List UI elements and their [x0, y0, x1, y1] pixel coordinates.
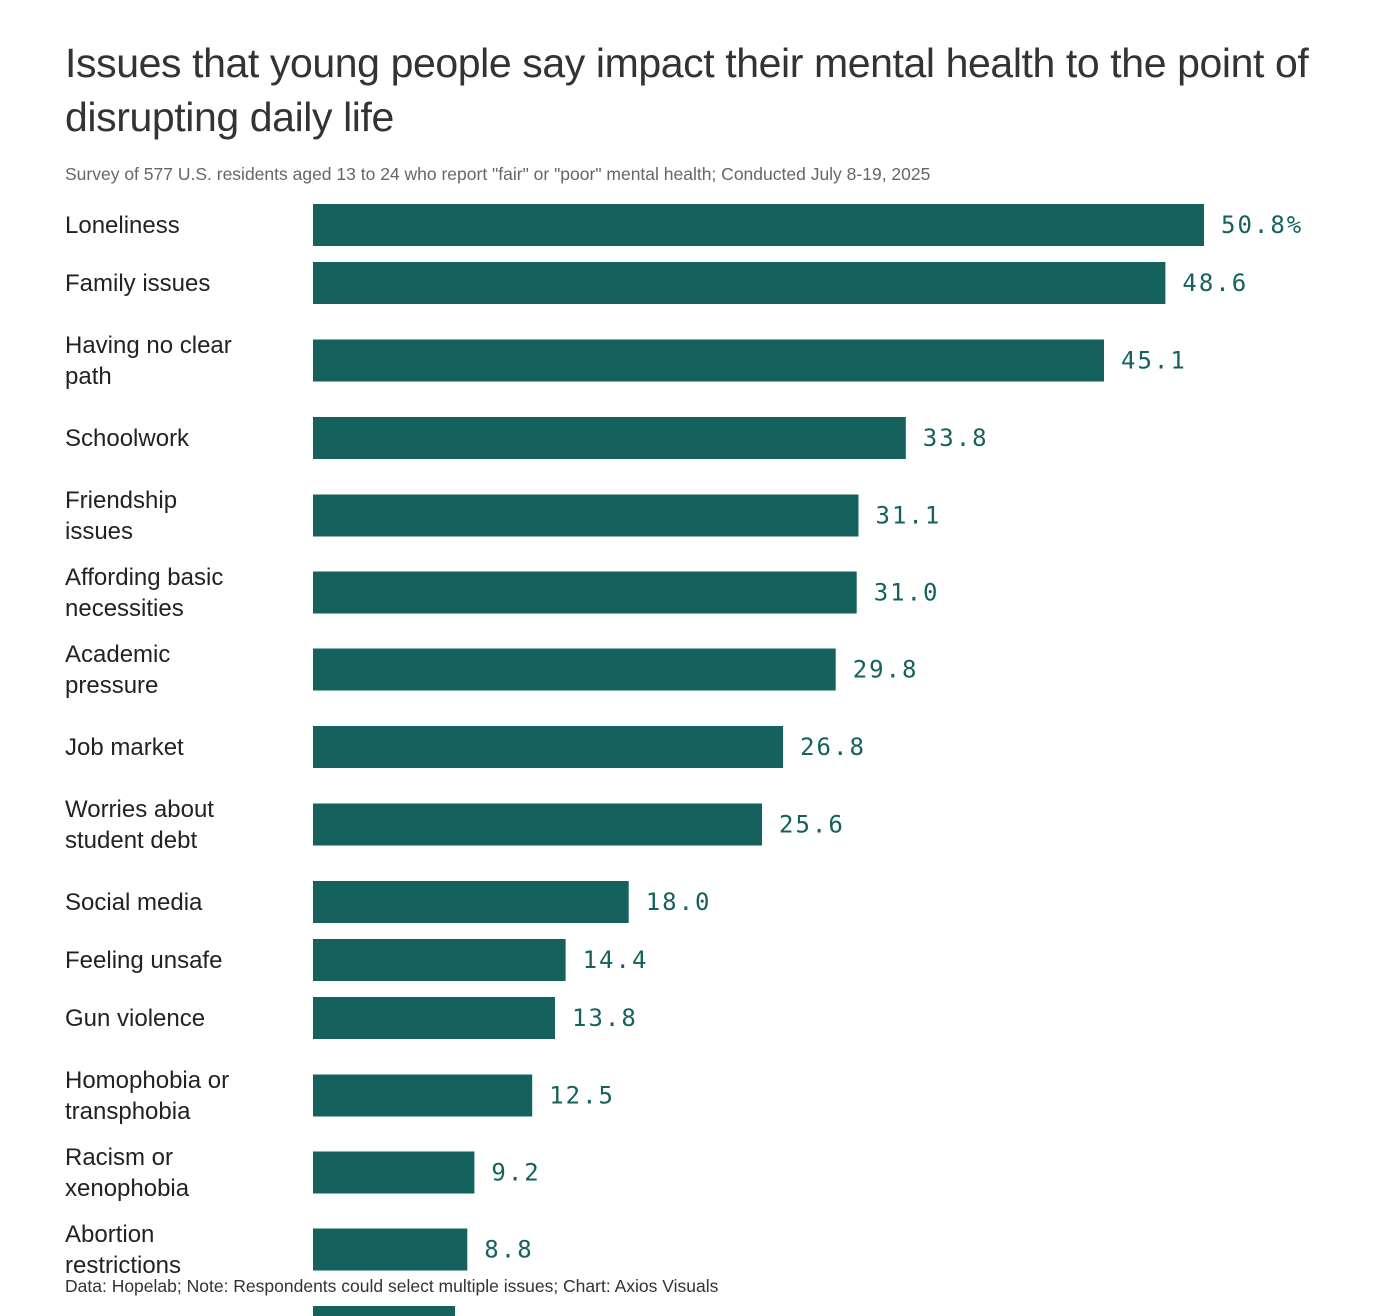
bar-feeling-unsafe [313, 939, 566, 981]
category-label: Family issues [65, 270, 210, 297]
value-label: 9.2 [491, 1159, 540, 1187]
category-label: Racism or xenophobia [65, 1144, 190, 1202]
category-label: Worries about student debt [65, 796, 214, 854]
value-label: 12.5 [549, 1082, 615, 1110]
category-label: Gun violence [65, 1005, 205, 1032]
bar-family-issues [313, 262, 1166, 304]
category-label: Friendship issues [65, 487, 177, 545]
bar-racism-or-xenophobia [313, 1151, 475, 1194]
category-label: Abortion restrictions [65, 1221, 181, 1279]
bar-friendship-issues [313, 494, 859, 537]
value-label: 8.8 [484, 1236, 533, 1264]
category-label: Schoolwork [65, 425, 190, 452]
bar-job-market [313, 726, 784, 768]
category-label: Job market [65, 734, 184, 761]
category-label: Climate change [65, 1314, 232, 1316]
value-label: 33.8 [923, 424, 989, 452]
category-label: Feeling unsafe [65, 947, 222, 974]
category-label: Affording basic necessities [65, 564, 223, 622]
value-label: 31.1 [876, 502, 942, 530]
category-label: Academic pressure [65, 641, 170, 699]
value-label: 26.8 [800, 733, 866, 761]
category-label: Loneliness [65, 212, 180, 239]
value-label: 50.8% [1221, 211, 1303, 239]
chart-source: Data: Hopelab; Note: Respondents could s… [65, 1276, 719, 1296]
value-label: 8.1 [472, 1313, 521, 1316]
category-label: Having no clear path [65, 332, 232, 390]
value-label: 31.0 [874, 579, 940, 607]
value-label: 18.0 [646, 888, 712, 916]
value-label: 13.8 [572, 1004, 638, 1032]
bar-gun-violence [313, 997, 555, 1039]
value-label: 29.8 [853, 656, 919, 684]
value-label: 45.1 [1121, 347, 1187, 375]
category-label: Social media [65, 889, 203, 916]
value-label: 48.6 [1182, 269, 1248, 297]
bar-schoolwork [313, 417, 906, 459]
value-label: 14.4 [583, 946, 649, 974]
bar-abortion-restrictions [313, 1228, 468, 1271]
bar-worries-about-student-debt [313, 803, 762, 846]
bar-affording-basic-necessities [313, 571, 857, 614]
bar-academic-pressure [313, 648, 836, 691]
bar-having-no-clear-path [313, 339, 1104, 382]
bar-climate-change [313, 1306, 456, 1316]
bar-social-media [313, 881, 629, 923]
bar-homophobia-or-transphobia [313, 1074, 533, 1117]
bar-loneliness [313, 204, 1204, 246]
chart-title: Issues that young people say impact thei… [65, 40, 1309, 140]
value-label: 25.6 [779, 811, 845, 839]
category-label: Homophobia or transphobia [65, 1067, 229, 1125]
chart-subtitle: Survey of 577 U.S. residents aged 13 to … [65, 164, 931, 184]
